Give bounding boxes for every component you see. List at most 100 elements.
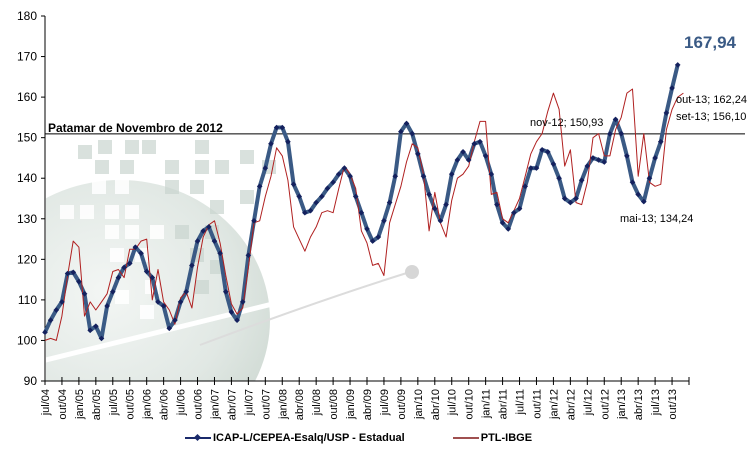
x-tick-label: jul/07 [243,389,255,416]
annotation-nov-12: nov-12; 150,93 [530,117,603,129]
y-tick-label: 130 [17,212,37,226]
y-tick-label: 140 [17,171,37,185]
icap-point [375,234,382,240]
decorative-square [195,280,209,294]
y-tick-label: 90 [24,374,38,388]
x-tick-label: abr/12 [565,389,577,420]
icap-point [245,252,252,259]
icap-point [369,238,376,244]
icap-point [437,217,444,224]
icap-point [522,183,529,190]
legend-item-icap: ICAP-L/CEPEA-Esalq/USP - Estadual [185,432,405,444]
x-tick-label: out/07 [260,389,272,420]
x-tick-label: abr/05 [91,389,103,420]
icap-point [172,317,178,323]
swoosh-dot [405,265,419,279]
icap-point [640,198,647,205]
decorative-square [125,205,139,219]
icap-point [138,250,144,257]
icap-point [618,130,625,137]
icap-point [607,131,613,137]
x-tick-label: abr/13 [633,389,645,420]
icap-point [657,138,664,145]
icap-point [364,226,370,232]
x-tick-label: jul/13 [650,389,662,416]
icap-point [251,217,257,224]
annotation-last-value: 167,94 [684,33,737,52]
x-tick-label: jan/06 [142,389,154,420]
decorative-square [240,150,254,164]
decorative-square [165,160,179,174]
x-tick-label: out/06 [193,389,205,420]
decorative-square [210,200,224,214]
annotation-set-13: set-13; 156,10 [676,111,746,123]
legend-swatch-icap [185,433,211,443]
icap-point [465,157,472,163]
x-tick-label: jul/11 [515,389,527,415]
icap-point [358,209,365,216]
decorative-square [60,205,74,219]
icap-point [70,269,77,276]
icap-point [494,201,500,208]
y-tick-label: 120 [17,252,37,266]
icap-point [635,191,641,198]
icap-point [482,153,489,159]
icap-point [318,193,325,200]
icap-point [454,157,461,163]
icap-point [132,244,139,250]
icap-point [646,175,653,182]
x-tick-label: jul/12 [582,389,594,416]
icap-point [392,173,399,180]
icap-point [341,165,348,171]
x-tick-label: out/08 [328,389,340,420]
decorative-square [115,180,129,194]
axes: 90 100 110 120 130 140 150 160 170 180 jul/04 out/0… [17,9,690,420]
decorative-square [150,225,164,239]
icap-point [160,303,167,309]
icap-point [211,238,218,244]
decorative-square [190,180,204,194]
y-tick-label: 180 [17,9,37,23]
icap-point [290,181,297,188]
decorative-square [92,180,106,194]
icap-point [205,224,212,230]
legend-label-icap: ICAP-L/CEPEA-Esalq/USP - Estadual [213,432,405,444]
icap-point [239,299,246,305]
y-tick-label: 160 [17,90,37,104]
series-layer [42,62,684,342]
y-tick-label: 100 [17,333,37,347]
icap-point [273,124,280,131]
decorative-square [175,225,189,239]
icap-point [64,270,71,277]
icap-point [177,299,184,305]
decorative-square [120,160,134,174]
x-tick-label: jan/05 [74,389,86,420]
icap-point [121,264,127,271]
icap-point [296,193,303,200]
icap-point [595,157,602,163]
icap-point [302,209,308,216]
decorative-square [240,190,254,204]
icap-point [256,183,263,190]
icap-point [652,155,658,161]
icap-point [200,228,207,234]
icap-point [539,147,545,153]
icap-point [443,201,449,208]
annotation-out-13: out-13; 162,24 [676,94,747,106]
icap-point [189,262,195,269]
icap-point [403,120,410,127]
decorative-square [215,160,229,174]
icap-point [194,238,201,244]
x-tick-label: out/05 [125,389,137,420]
icap-point [335,171,342,177]
x-tick-label: abr/10 [430,389,442,420]
icap-point [143,268,150,275]
icap-point [612,116,619,123]
x-tick-label: abr/09 [362,389,374,420]
icap-point [313,199,319,206]
y-tick-label: 170 [17,50,37,64]
icap-point [584,163,591,169]
annotation-mai-13: mai-13; 134,24 [620,213,693,225]
icap-point [516,205,523,212]
icap-point [330,179,336,186]
